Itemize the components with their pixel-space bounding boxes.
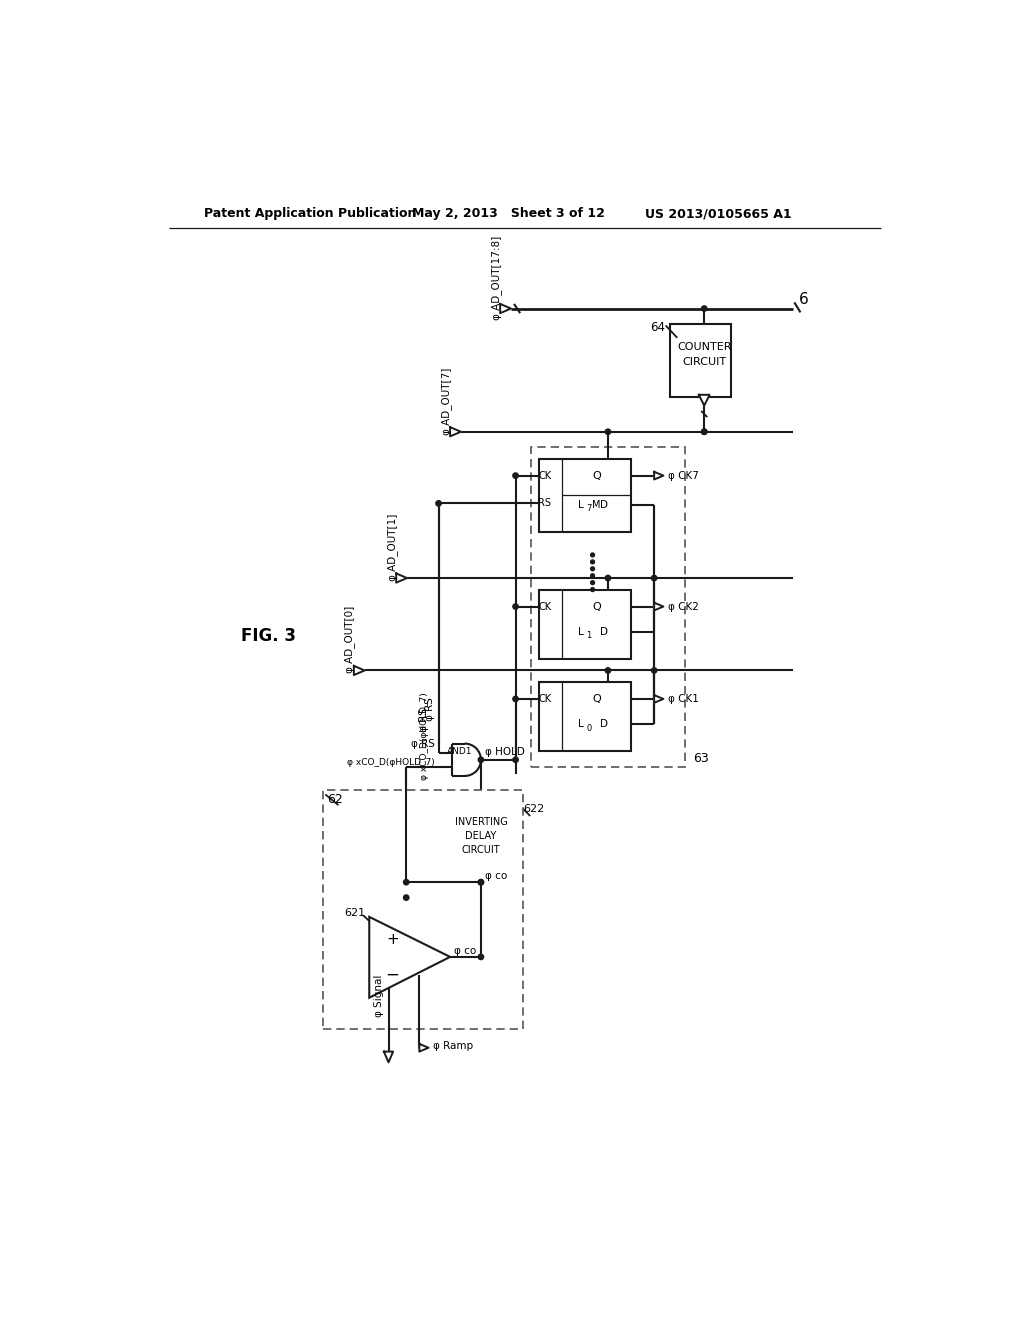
Polygon shape <box>698 395 710 405</box>
Text: L: L <box>579 627 584 638</box>
Polygon shape <box>396 573 407 582</box>
Circle shape <box>605 429 610 434</box>
Circle shape <box>591 560 595 564</box>
Text: φ xCO_D(φHOLD_7): φ xCO_D(φHOLD_7) <box>347 759 435 767</box>
Text: Patent Application Publication: Patent Application Publication <box>204 207 416 220</box>
Text: 62: 62 <box>327 792 343 805</box>
Circle shape <box>478 879 483 884</box>
Text: Q: Q <box>592 694 601 704</box>
Text: +: + <box>386 932 398 948</box>
Circle shape <box>478 954 483 960</box>
Text: DELAY: DELAY <box>465 832 497 841</box>
Text: φ AD_OUT[0]: φ AD_OUT[0] <box>344 606 355 673</box>
Text: 621: 621 <box>344 908 366 917</box>
Text: φ CK7: φ CK7 <box>668 471 699 480</box>
Circle shape <box>478 758 483 763</box>
Bar <box>323 789 523 1028</box>
Text: CK: CK <box>539 602 551 611</box>
Circle shape <box>513 473 518 478</box>
Circle shape <box>701 429 707 434</box>
Circle shape <box>591 587 595 591</box>
Text: 0: 0 <box>587 723 592 733</box>
Text: M: M <box>592 500 601 510</box>
Text: φ CK1: φ CK1 <box>668 694 699 704</box>
Circle shape <box>478 879 483 884</box>
Text: φ RS: φ RS <box>411 739 435 748</box>
Text: φ Ramp: φ Ramp <box>433 1041 473 1051</box>
Polygon shape <box>451 428 461 437</box>
Text: φ Signal: φ Signal <box>374 974 384 1016</box>
Text: AND1: AND1 <box>447 747 473 756</box>
Text: 622: 622 <box>523 804 545 814</box>
Circle shape <box>513 758 518 763</box>
Text: CK: CK <box>539 694 551 704</box>
Text: φ AD_OUT[7]: φ AD_OUT[7] <box>440 367 452 434</box>
Text: FIG. 3: FIG. 3 <box>241 627 296 644</box>
Circle shape <box>591 581 595 585</box>
Text: φ HOLD: φ HOLD <box>484 747 524 758</box>
Bar <box>539 459 631 532</box>
Text: φ AD_OUT[1]: φ AD_OUT[1] <box>387 513 397 581</box>
Text: COUNTER: COUNTER <box>677 342 731 352</box>
Circle shape <box>605 668 610 673</box>
Circle shape <box>591 553 595 557</box>
Text: D: D <box>600 500 608 510</box>
Text: φ RS: φ RS <box>425 697 435 721</box>
Text: Q: Q <box>592 602 601 611</box>
Text: φ xCO_D(φHOLD_7): φ xCO_D(φHOLD_7) <box>420 692 429 780</box>
Text: D: D <box>600 627 608 638</box>
Bar <box>539 590 631 659</box>
Circle shape <box>513 696 518 702</box>
Text: φ RS: φ RS <box>419 709 429 733</box>
Text: May 2, 2013   Sheet 3 of 12: May 2, 2013 Sheet 3 of 12 <box>412 207 604 220</box>
Text: −: − <box>385 966 399 983</box>
Text: CK: CK <box>539 471 551 480</box>
Text: CIRCUIT: CIRCUIT <box>462 845 500 855</box>
Polygon shape <box>654 696 664 702</box>
Circle shape <box>591 574 595 578</box>
Circle shape <box>701 306 707 312</box>
Polygon shape <box>354 665 365 675</box>
Circle shape <box>403 879 409 884</box>
Text: CIRCUIT: CIRCUIT <box>682 358 726 367</box>
Text: φ AD_OUT[17:8]: φ AD_OUT[17:8] <box>490 236 502 319</box>
Text: D: D <box>600 719 608 730</box>
Text: Q: Q <box>592 471 601 480</box>
Text: 6: 6 <box>799 292 809 306</box>
Text: L: L <box>579 719 584 730</box>
Text: 64: 64 <box>650 321 665 334</box>
Polygon shape <box>654 603 664 610</box>
Bar <box>539 682 631 751</box>
Circle shape <box>403 895 409 900</box>
Circle shape <box>513 603 518 610</box>
Polygon shape <box>370 917 451 998</box>
Circle shape <box>591 566 595 570</box>
Circle shape <box>436 500 441 506</box>
Circle shape <box>651 576 656 581</box>
Text: φ co: φ co <box>454 945 476 956</box>
Text: INVERTING: INVERTING <box>455 817 507 828</box>
Polygon shape <box>654 471 664 479</box>
Text: US 2013/0105665 A1: US 2013/0105665 A1 <box>645 207 792 220</box>
Polygon shape <box>500 304 511 313</box>
Bar <box>670 323 731 397</box>
Text: φ CK2: φ CK2 <box>668 602 699 611</box>
Text: 63: 63 <box>692 752 709 766</box>
Circle shape <box>651 668 656 673</box>
Polygon shape <box>419 1044 429 1052</box>
Text: 7: 7 <box>587 504 592 513</box>
Bar <box>531 447 685 767</box>
Bar <box>442 805 519 867</box>
Text: L: L <box>579 500 584 510</box>
Text: RS: RS <box>539 499 551 508</box>
Text: 1: 1 <box>587 631 592 640</box>
Circle shape <box>701 429 707 434</box>
Polygon shape <box>384 1052 393 1063</box>
Text: φ co: φ co <box>484 871 507 880</box>
Circle shape <box>605 576 610 581</box>
